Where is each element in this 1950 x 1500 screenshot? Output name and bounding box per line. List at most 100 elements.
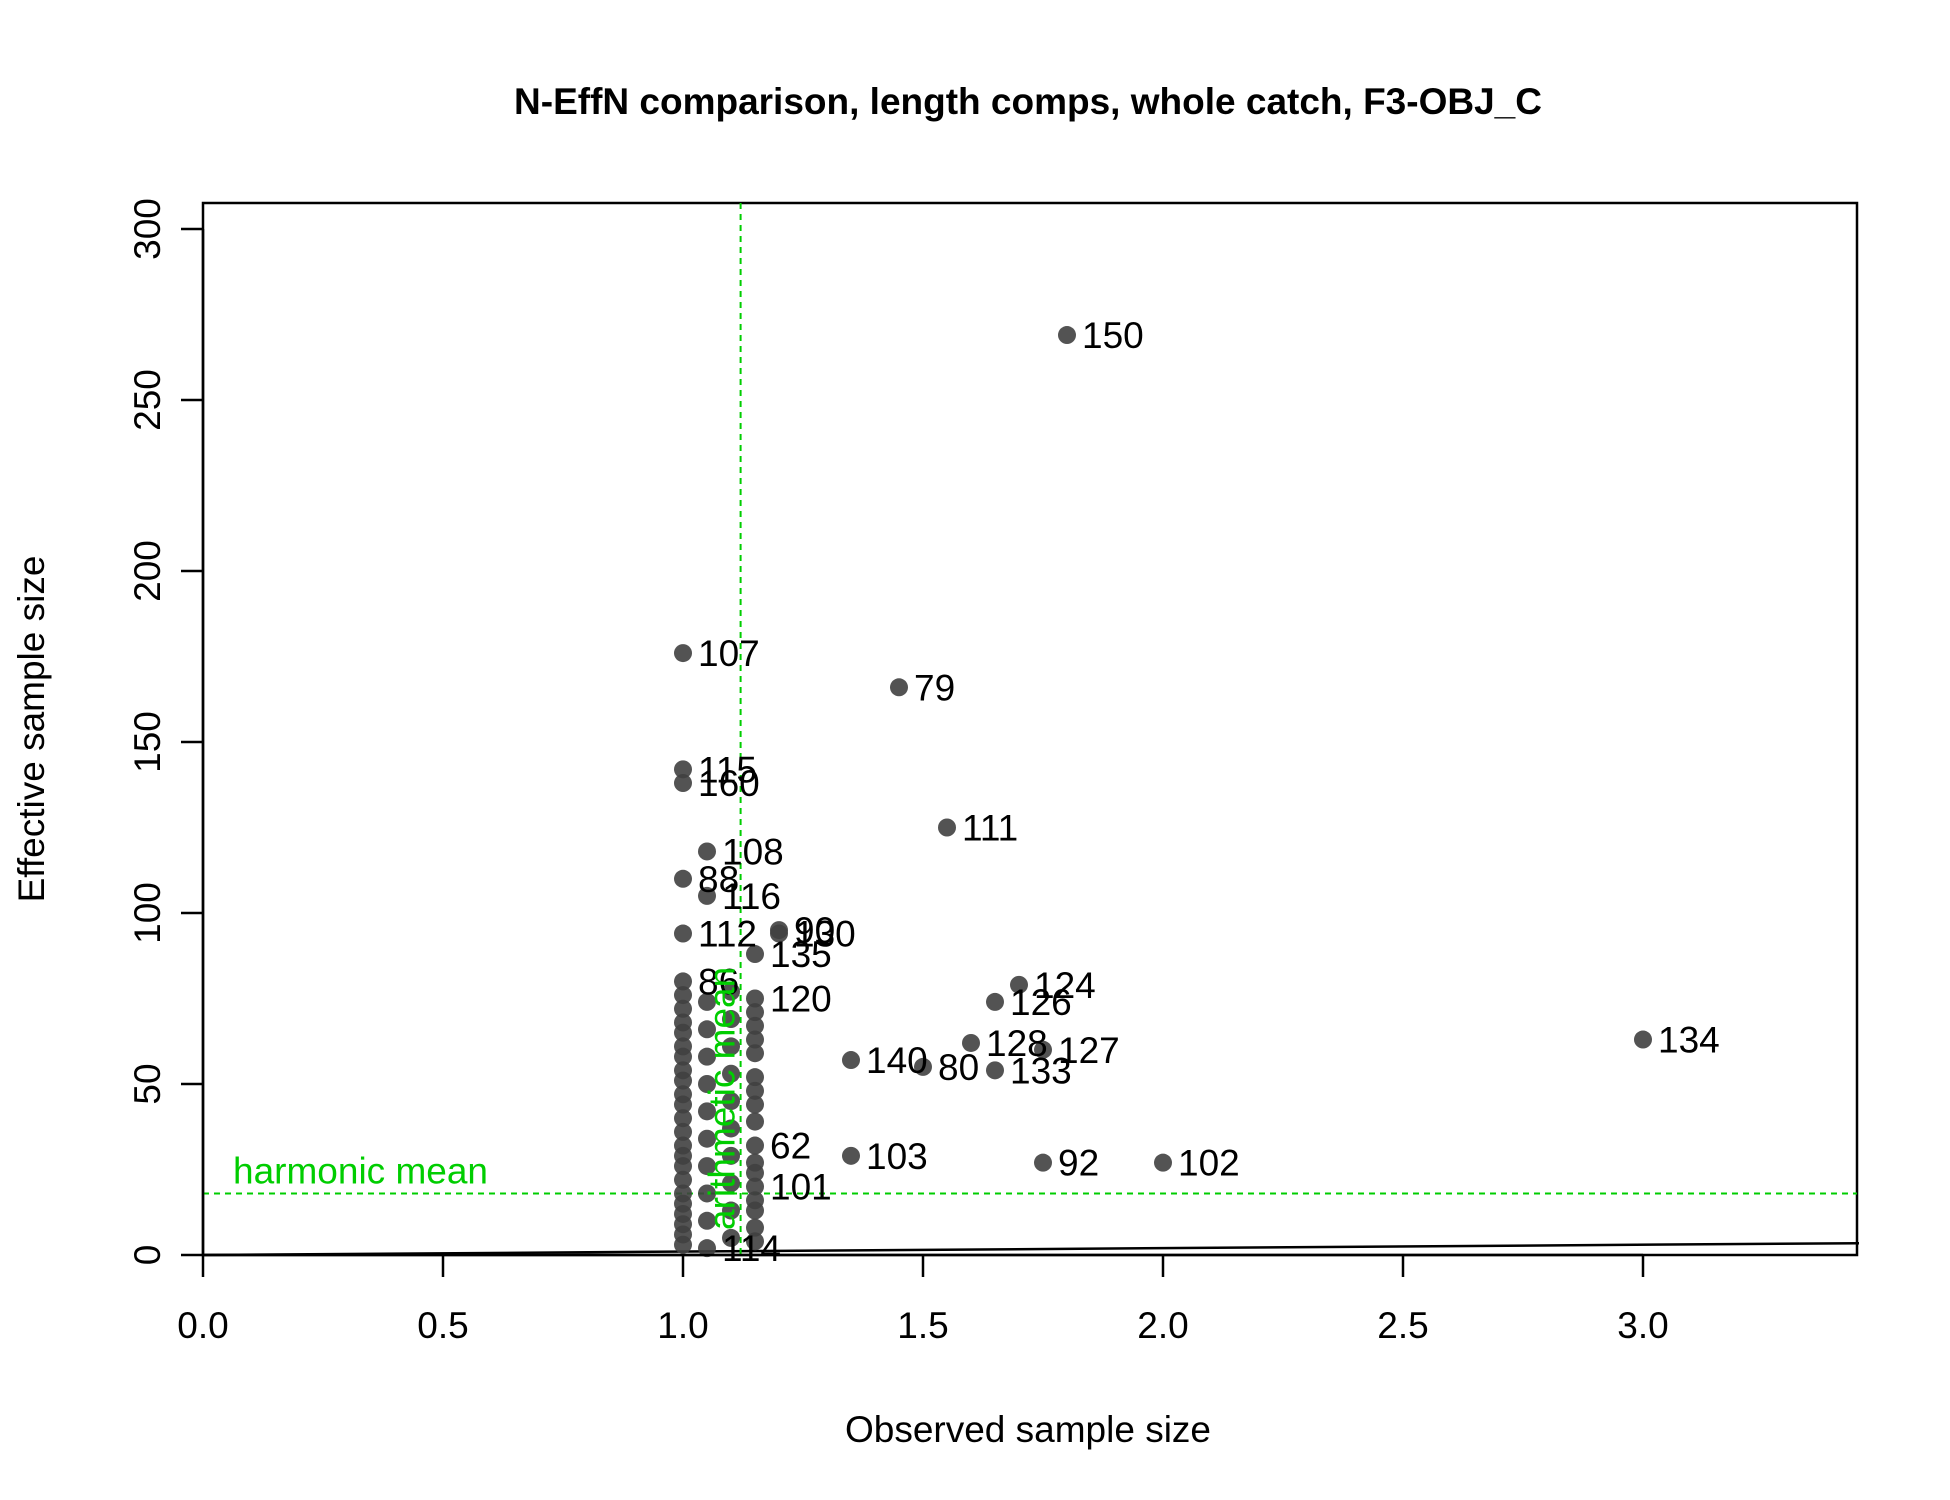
point-label: 103 (866, 1136, 928, 1177)
data-point (674, 1023, 692, 1042)
data-point (722, 1228, 740, 1247)
point-label: 108 (722, 831, 784, 872)
point-label: 107 (698, 633, 760, 674)
data-point (674, 760, 692, 779)
point-label: 90 (794, 910, 835, 951)
data-point (842, 1146, 860, 1165)
point-label: 112 (698, 914, 757, 955)
data-point (674, 986, 692, 1005)
point-label: 114 (722, 1228, 781, 1269)
data-point (746, 1003, 764, 1022)
point-label: 134 (1658, 1020, 1720, 1061)
data-point (674, 1109, 692, 1128)
point-label: 80 (938, 1047, 979, 1088)
point-label: 140 (866, 1040, 928, 1081)
data-point (1634, 1030, 1652, 1049)
data-point (698, 1129, 716, 1148)
data-point (674, 774, 692, 793)
arithmetic-mean-label: arithmetic mean (702, 967, 743, 1230)
data-point (1058, 326, 1076, 345)
data-point (746, 1177, 764, 1196)
data-point (674, 644, 692, 663)
x-axis-label: Observed sample size (845, 1409, 1211, 1450)
data-point (746, 1163, 764, 1182)
data-point (698, 1184, 716, 1203)
y-axis-label: Effective sample size (11, 556, 52, 903)
data-point (722, 1064, 740, 1083)
x-tick-label: 1.5 (897, 1305, 948, 1346)
data-point (890, 678, 908, 697)
data-point (746, 1068, 764, 1087)
point-label: 116 (722, 876, 781, 917)
data-point (746, 1136, 764, 1155)
data-point (722, 1119, 740, 1138)
plot-frame (201, 201, 1859, 1257)
data-point (722, 1174, 740, 1193)
data-point (722, 1201, 740, 1220)
x-tick-label: 2.5 (1377, 1305, 1428, 1346)
data-point (746, 945, 764, 964)
point-label: 101 (770, 1167, 832, 1208)
point-label: 62 (770, 1126, 811, 1167)
y-tick-label: 150 (127, 711, 168, 773)
data-point (674, 924, 692, 943)
point-label: 124 (1034, 965, 1096, 1006)
data-point (1154, 1153, 1172, 1172)
data-point (674, 1095, 692, 1114)
data-point (1034, 1040, 1052, 1059)
data-point (722, 1010, 740, 1029)
data-point (746, 1081, 764, 1100)
data-point (746, 1218, 764, 1237)
data-point (698, 1211, 716, 1230)
x-tick-label: 0.5 (417, 1305, 468, 1346)
data-point (698, 1239, 716, 1258)
point-label: 92 (1058, 1143, 1099, 1184)
y-tick-label: 100 (127, 882, 168, 944)
data-point (674, 999, 692, 1018)
data-point (842, 1051, 860, 1070)
data-point (986, 992, 1004, 1011)
data-point (746, 1112, 764, 1131)
data-point (746, 1016, 764, 1035)
x-tick-label: 1.0 (657, 1305, 708, 1346)
point-label: 88 (698, 859, 739, 900)
data-point (746, 1044, 764, 1063)
data-point (914, 1057, 932, 1076)
data-point (674, 972, 692, 991)
data-point (986, 1061, 1004, 1080)
data-point (746, 989, 764, 1008)
data-point (674, 1157, 692, 1176)
point-label: 115 (698, 749, 757, 790)
data-point (674, 869, 692, 888)
x-tick-label: 2.0 (1137, 1305, 1188, 1346)
data-point (674, 1235, 692, 1254)
data-point (674, 1170, 692, 1189)
data-point (674, 1071, 692, 1090)
data-point (722, 982, 740, 1001)
point-label: 135 (770, 934, 832, 975)
data-point (722, 1037, 740, 1056)
data-point (722, 1092, 740, 1111)
data-point (698, 1047, 716, 1066)
data-point (1010, 975, 1028, 994)
data-point (746, 1201, 764, 1220)
y-axis: 0 50 100 150 200 250 300 (127, 198, 205, 1266)
data-point (1034, 1153, 1052, 1172)
y-tick-label: 0 (127, 1245, 168, 1266)
point-label: 86 (698, 961, 739, 1002)
x-tick-label: 3.0 (1617, 1305, 1668, 1346)
data-point (746, 1095, 764, 1114)
point-label: 150 (1082, 315, 1144, 356)
point-label: 79 (914, 667, 955, 708)
data-point (698, 1157, 716, 1176)
data-point (938, 818, 956, 837)
point-label: 126 (1010, 982, 1072, 1023)
y-tick-label: 200 (127, 540, 168, 602)
x-tick-label: 0.0 (177, 1305, 228, 1346)
point-label: 133 (1010, 1050, 1072, 1091)
y-tick-label: 250 (127, 369, 168, 431)
x-axis: 0.0 0.5 1.0 1.5 2.0 2.5 3.0 (177, 1253, 1669, 1346)
data-point (674, 1122, 692, 1141)
data-point (698, 992, 716, 1011)
